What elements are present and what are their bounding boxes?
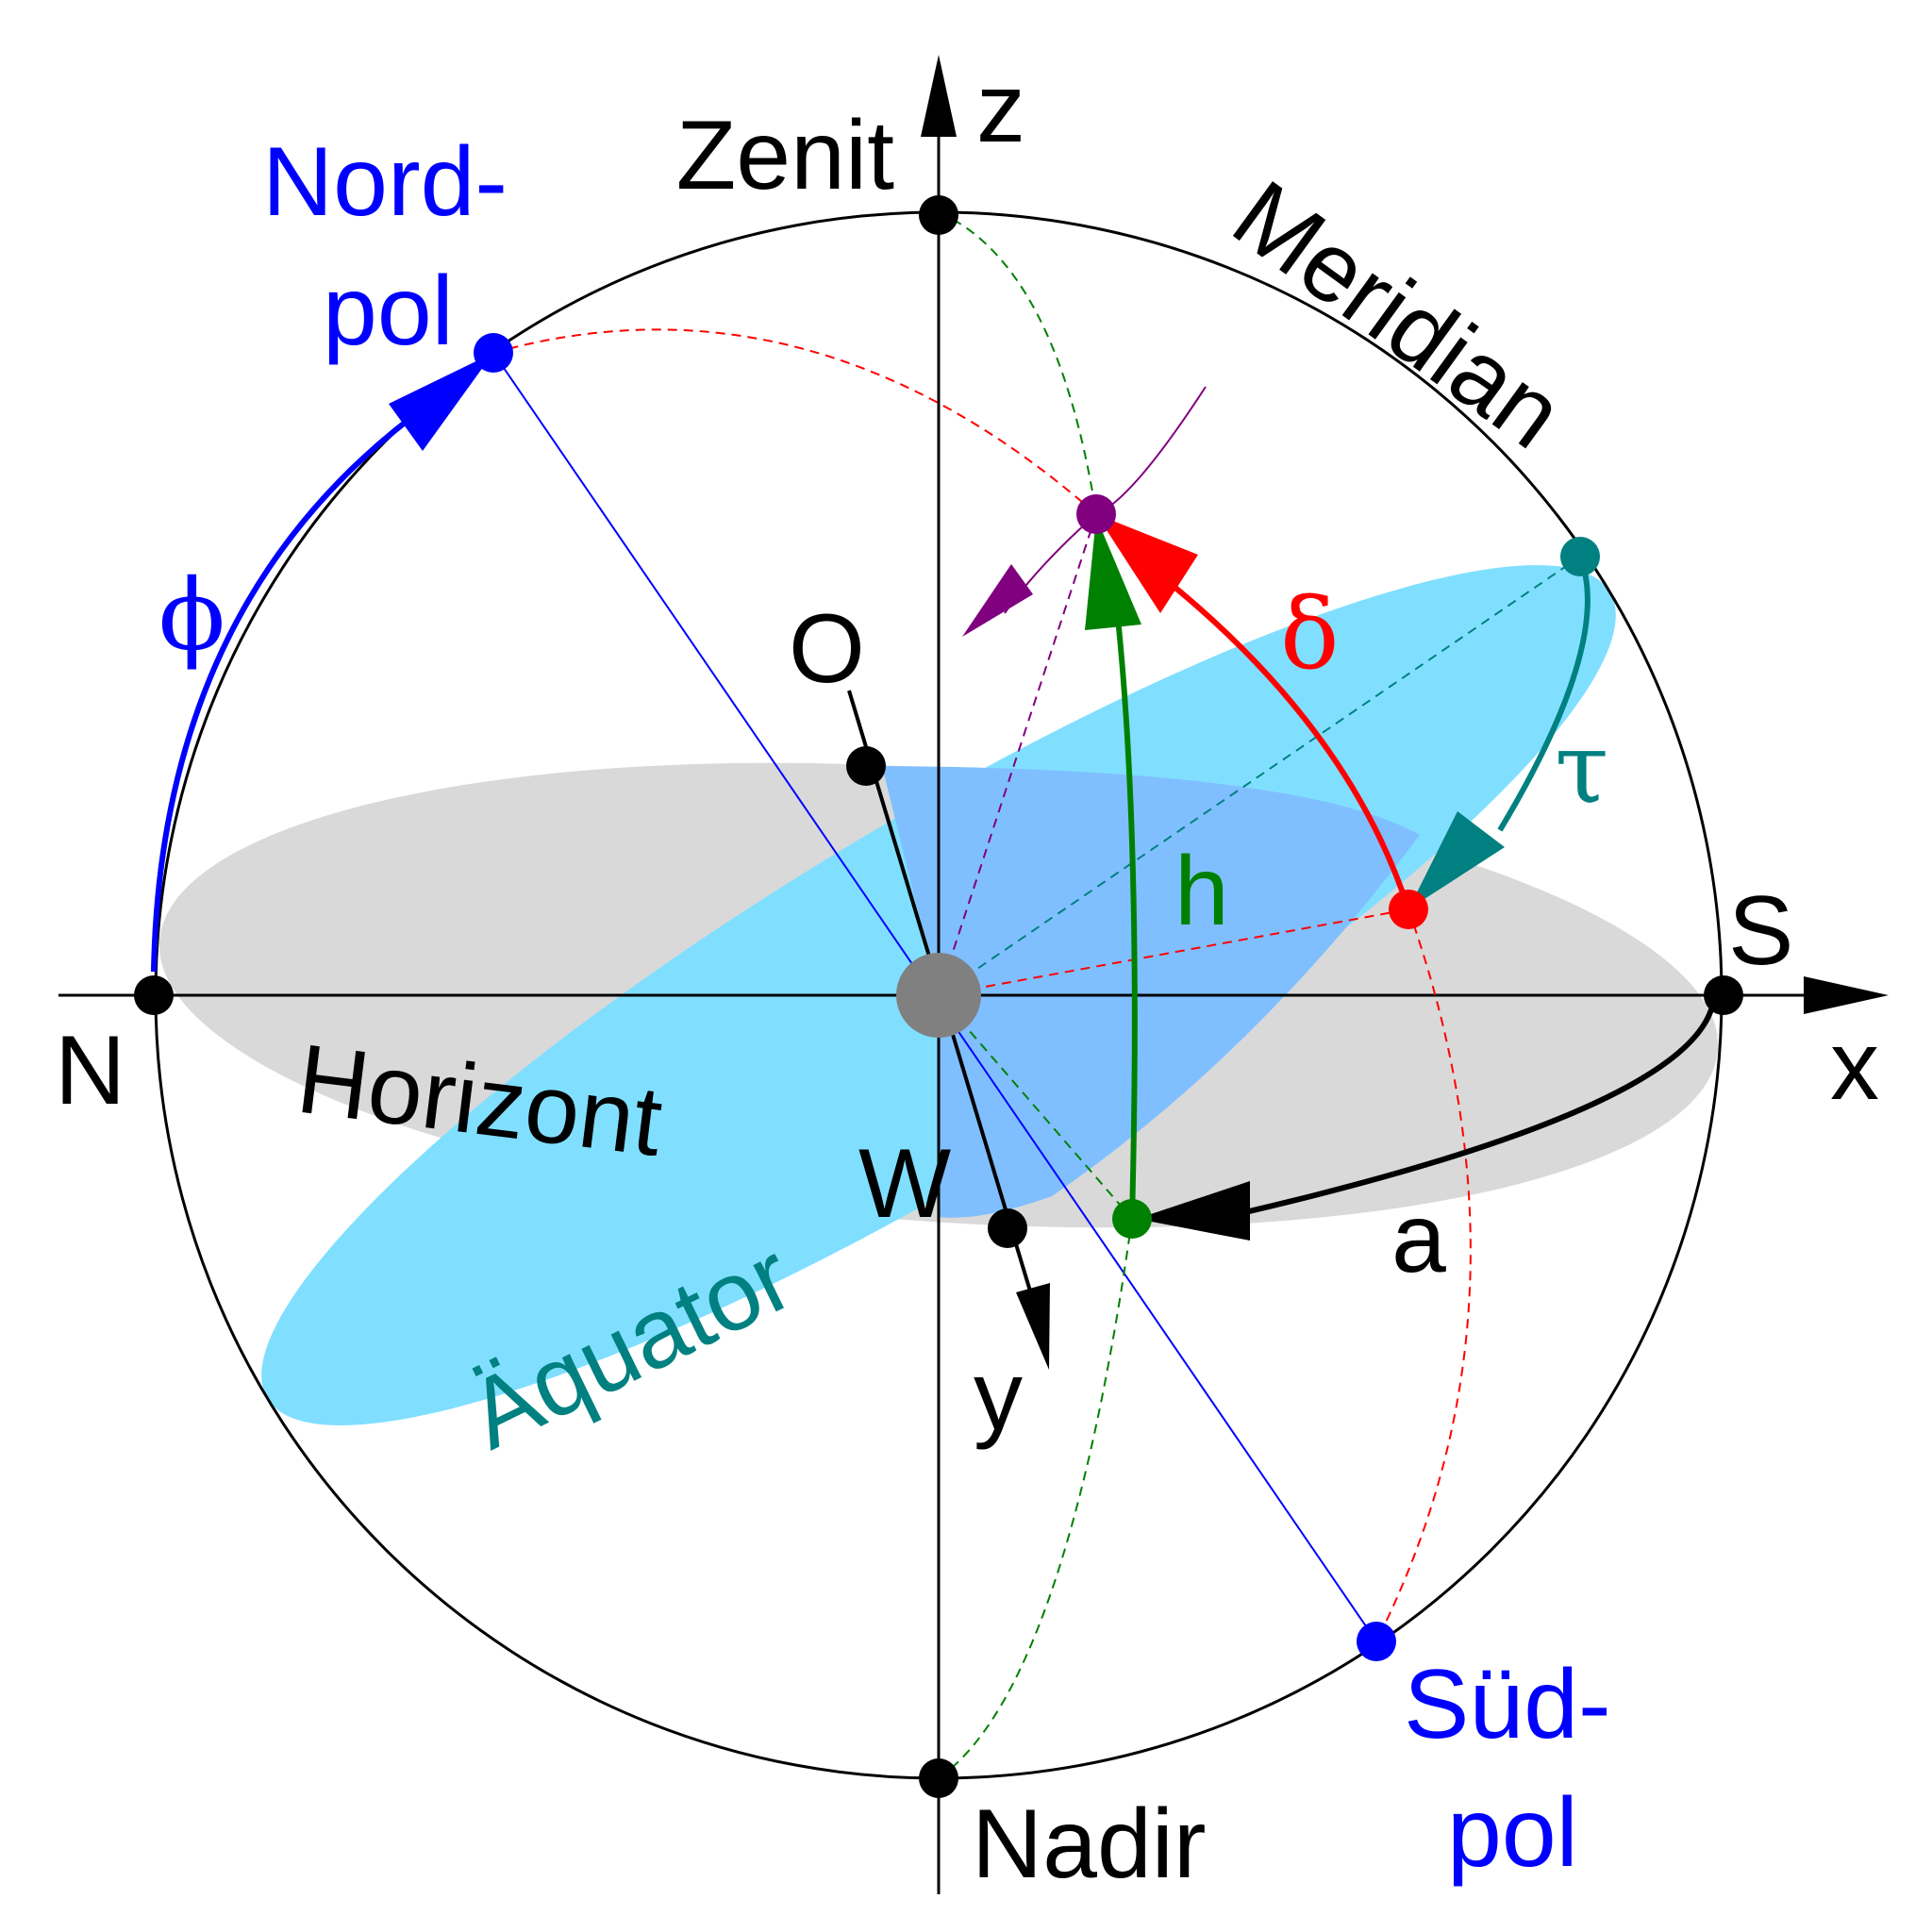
zenith-label: Zenit: [676, 101, 894, 210]
latitude-label: ϕ: [158, 558, 225, 673]
north-pole-label-line2: pol: [323, 257, 454, 366]
hour-angle-label: τ: [1555, 710, 1609, 825]
latitude-arrowhead: [389, 353, 493, 451]
zenith-point: [919, 195, 958, 235]
y-axis-arrowhead: [1016, 1283, 1050, 1370]
altitude-arc: [1115, 617, 1138, 1220]
azimuth-label: a: [1391, 1184, 1446, 1293]
y-axis-label: y: [974, 1341, 1023, 1451]
hour-circle-dashed-upper: [492, 328, 1097, 515]
north-pole-point: [474, 333, 513, 373]
equator-projection-point: [1389, 890, 1428, 929]
south-label: S: [1728, 876, 1793, 986]
south-pole-label-line1: Süd-: [1404, 1650, 1611, 1759]
declination-arc: [1158, 573, 1411, 910]
west-label: W: [858, 1129, 951, 1239]
west-point: [988, 1208, 1027, 1248]
meridian-equator-point: [1560, 537, 1600, 576]
altitude-arrowhead: [1085, 517, 1141, 630]
horizon-equator-overlap: [882, 766, 1420, 1218]
star-motion-arrowhead: [962, 564, 1033, 637]
south-pole-point: [1357, 1622, 1396, 1661]
latitude-arc: [151, 398, 436, 973]
azimuth-arc: [1244, 994, 1717, 1215]
hour-angle-arrowhead: [1408, 811, 1505, 909]
hour-circle-dashed-lower: [1375, 908, 1472, 1642]
north-pole-label-line1: Nord-: [262, 127, 508, 237]
vertical-circle-dashed-upper: [938, 211, 1097, 515]
nadir-label: Nadir: [972, 1790, 1207, 1899]
center-to-horizon-point: [938, 994, 1133, 1220]
north-label: N: [55, 1016, 125, 1125]
center-to-meridian-equator: [938, 556, 1581, 996]
horizon-projection-point: [1112, 1199, 1152, 1239]
east-label: O: [789, 594, 865, 704]
star-point: [1076, 494, 1116, 534]
azimuth-arrowhead: [1137, 1181, 1250, 1241]
hour-angle-arc: [1497, 555, 1591, 832]
z-axis-label: z: [976, 54, 1025, 163]
declination-label: δ: [1280, 576, 1340, 691]
declination-arrowhead: [1096, 514, 1198, 613]
altitude-label: h: [1174, 837, 1229, 946]
x-axis-label: x: [1830, 1011, 1879, 1121]
observer-center: [896, 953, 981, 1038]
z-axis-arrowhead: [921, 55, 957, 137]
south-pole-label-line2: pol: [1447, 1778, 1578, 1888]
meridian-label: Meridian: [1213, 160, 1582, 470]
center-to-star: [938, 513, 1097, 996]
nadir-point: [919, 1758, 958, 1798]
x-axis-arrowhead: [1804, 976, 1889, 1014]
east-point: [846, 746, 886, 786]
south-point: [1704, 975, 1743, 1015]
north-point: [134, 975, 174, 1015]
